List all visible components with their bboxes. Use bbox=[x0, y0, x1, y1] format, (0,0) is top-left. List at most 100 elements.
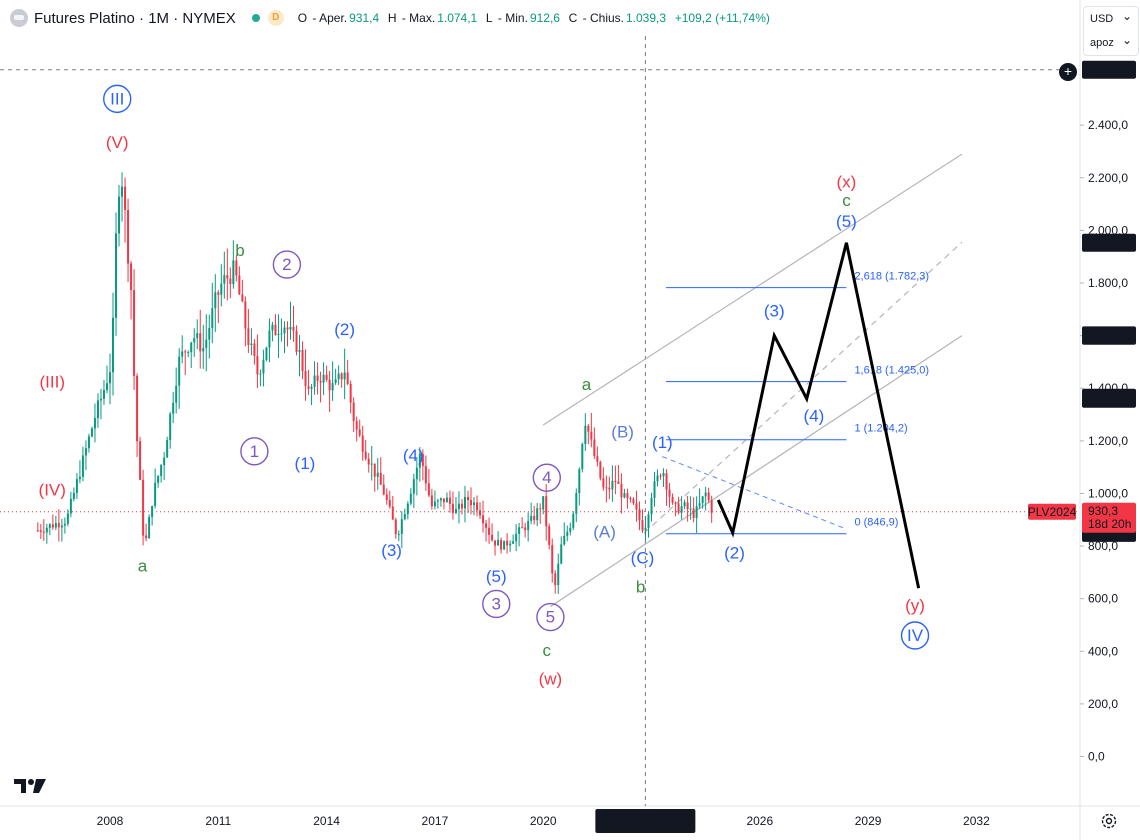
wave-label: (3) bbox=[381, 541, 402, 560]
candle-body bbox=[545, 496, 548, 527]
candle-body bbox=[343, 372, 346, 380]
candle-body bbox=[424, 466, 427, 484]
candle-body bbox=[593, 439, 596, 457]
wave-label: (4) bbox=[403, 446, 424, 465]
candle-body bbox=[102, 390, 105, 399]
candle-body bbox=[328, 379, 331, 391]
candle-body bbox=[109, 372, 111, 384]
candle-body bbox=[63, 523, 66, 526]
currency-select[interactable]: USD bbox=[1084, 4, 1138, 31]
symbol-logo-icon bbox=[10, 9, 28, 27]
candle-body bbox=[680, 506, 683, 513]
candle-body bbox=[527, 520, 530, 531]
candle-body bbox=[626, 493, 629, 499]
wave-label: (V) bbox=[106, 133, 129, 152]
candle-body bbox=[650, 497, 653, 515]
candle-body bbox=[575, 493, 578, 514]
x-tick-label: 2011 bbox=[205, 814, 231, 828]
candle-body bbox=[241, 294, 244, 302]
candle-body bbox=[662, 473, 665, 477]
candle-body bbox=[557, 563, 560, 586]
candle-body bbox=[536, 508, 539, 521]
candle-body bbox=[115, 233, 118, 318]
tradingview-logo-icon[interactable] bbox=[12, 776, 48, 796]
fib-level-label: 2,618 (1.782,3) bbox=[854, 271, 929, 283]
price-axis-badge bbox=[1082, 326, 1136, 345]
settings-gear-icon[interactable] bbox=[1100, 812, 1118, 830]
wave-label-circle bbox=[532, 463, 562, 492]
candle-body bbox=[268, 330, 271, 348]
candle-body bbox=[289, 326, 292, 330]
candle-body bbox=[220, 283, 223, 295]
candle-body bbox=[497, 539, 500, 546]
candle-body bbox=[442, 498, 445, 503]
candle-body bbox=[112, 317, 115, 373]
candle-body bbox=[196, 333, 199, 339]
candle-body bbox=[54, 523, 57, 528]
currency-scale-menu[interactable]: USD apoz bbox=[1083, 4, 1139, 56]
add-alert-plus-icon[interactable]: + bbox=[1059, 63, 1077, 81]
candle-body bbox=[436, 500, 439, 502]
candle-body bbox=[105, 383, 108, 391]
candle-body bbox=[548, 526, 551, 545]
candle-body bbox=[394, 519, 397, 535]
candle-body bbox=[704, 492, 707, 497]
scale-mode-select[interactable]: apoz bbox=[1084, 28, 1138, 55]
candle-body bbox=[632, 499, 635, 504]
candle-body bbox=[412, 479, 415, 494]
candle-body bbox=[334, 379, 337, 383]
candle-body bbox=[638, 509, 641, 521]
candle-body bbox=[280, 333, 283, 335]
candle-body bbox=[674, 502, 677, 504]
candle-body bbox=[298, 349, 301, 352]
candle-body bbox=[184, 351, 187, 353]
candle-body bbox=[160, 465, 163, 476]
candle-body bbox=[644, 527, 647, 531]
candle-body bbox=[710, 500, 713, 513]
candle-body bbox=[653, 481, 656, 498]
candle-body bbox=[169, 413, 172, 441]
candle-body bbox=[448, 497, 451, 504]
candle-body bbox=[262, 359, 265, 374]
candle-body bbox=[81, 455, 84, 477]
wave-label: c bbox=[543, 641, 552, 660]
x-tick-label: 2032 bbox=[963, 814, 990, 828]
candle-body bbox=[322, 374, 325, 383]
candle-body bbox=[349, 383, 352, 403]
candle-body bbox=[172, 402, 175, 414]
wave-label: (4) bbox=[804, 407, 825, 426]
countdown-label: 18d 20h bbox=[1088, 517, 1131, 531]
wave-label: c bbox=[842, 191, 851, 210]
chart-header: Futures Platino · 1M · NYMEX D O - Aper.… bbox=[0, 0, 1080, 36]
candle-body bbox=[93, 418, 96, 429]
candle-body bbox=[72, 492, 75, 499]
candle-body bbox=[75, 479, 78, 493]
candle-body bbox=[611, 480, 614, 490]
candle-body bbox=[698, 503, 701, 507]
candle-body bbox=[605, 487, 608, 489]
wave-label: (1) bbox=[652, 433, 673, 452]
symbol-title[interactable]: Futures Platino · 1M · NYMEX bbox=[34, 9, 236, 27]
wave-label: (A) bbox=[593, 522, 616, 541]
candle-body bbox=[659, 475, 662, 477]
x-tick-label: 2026 bbox=[746, 814, 773, 828]
candle-body bbox=[118, 196, 121, 234]
candle-body bbox=[60, 525, 63, 528]
candle-body bbox=[229, 278, 232, 284]
candle-body bbox=[331, 382, 334, 391]
candle-body bbox=[599, 461, 602, 479]
candle-body bbox=[668, 489, 671, 497]
wave-label: 1 bbox=[250, 442, 259, 461]
candle-body bbox=[238, 275, 241, 295]
wave-label: b bbox=[636, 578, 645, 597]
candle-body bbox=[57, 523, 60, 528]
candle-body bbox=[689, 508, 692, 510]
candle-body bbox=[139, 441, 142, 480]
candle-body bbox=[641, 520, 644, 531]
delayed-badge: D bbox=[267, 10, 284, 26]
candle-body bbox=[617, 481, 620, 484]
candle-body bbox=[87, 436, 90, 449]
candle-body bbox=[479, 510, 482, 516]
candle-body bbox=[166, 440, 169, 458]
